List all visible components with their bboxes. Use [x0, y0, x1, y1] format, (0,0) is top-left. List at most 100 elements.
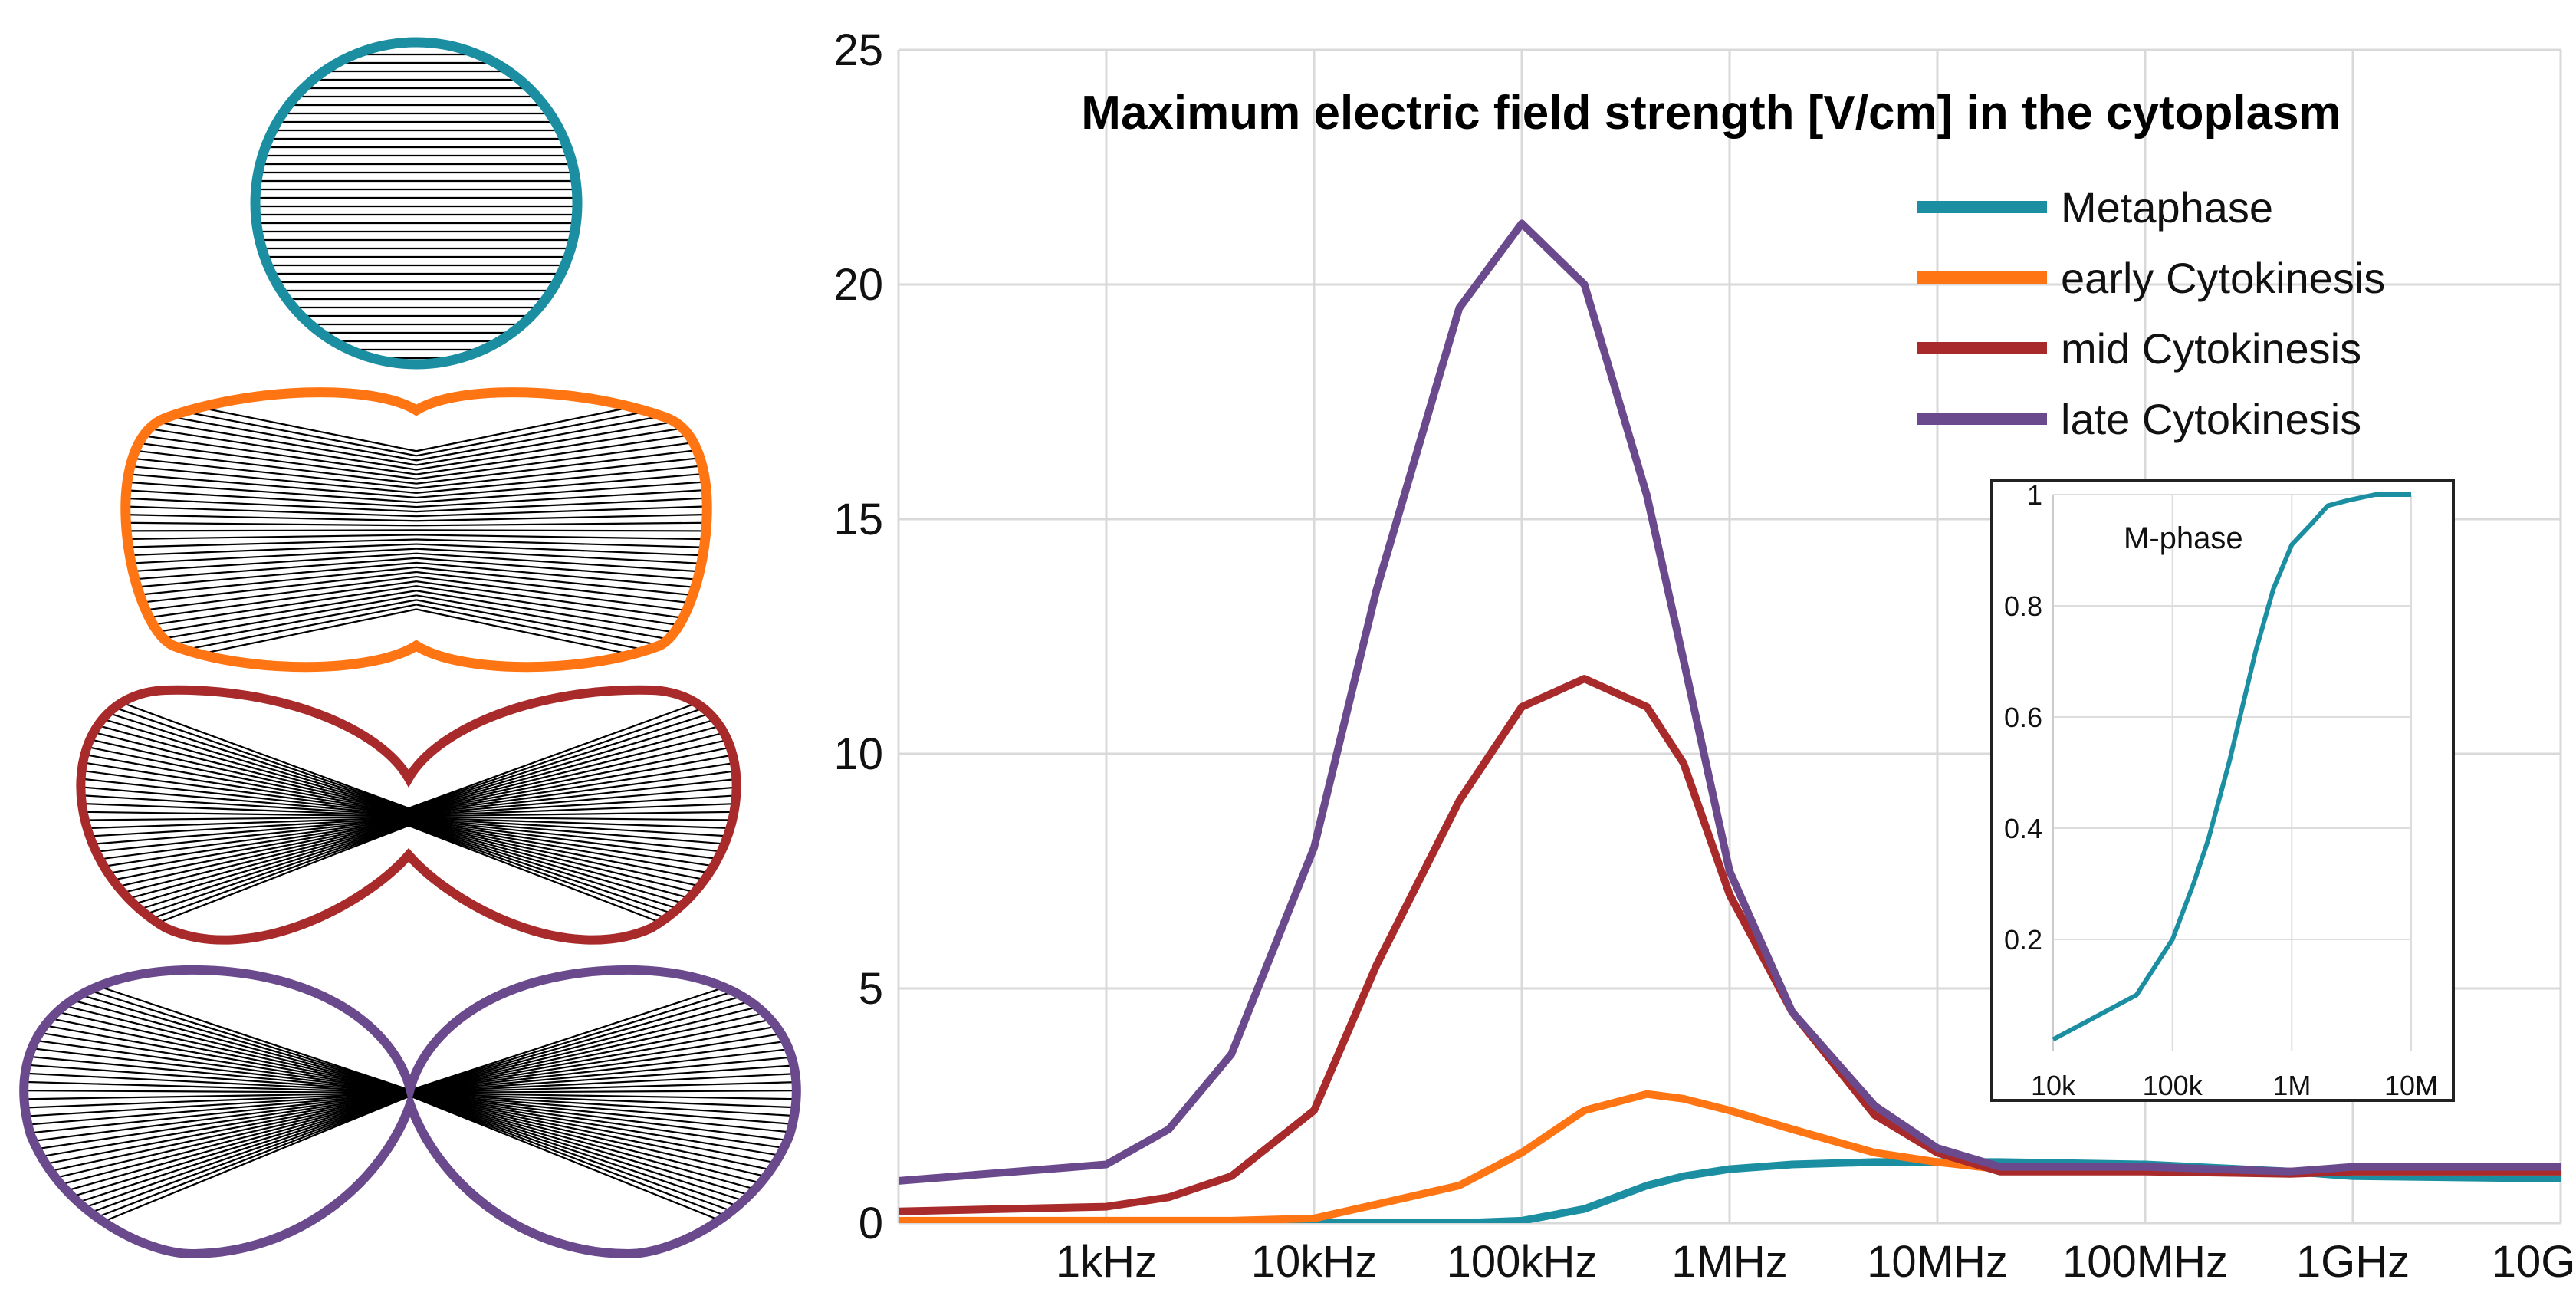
x-tick-label: 1GHz: [2296, 1237, 2410, 1287]
field-line: [416, 534, 708, 541]
field-line: [24, 1054, 411, 1094]
cell-outline: [250, 37, 583, 370]
field-line: [408, 710, 737, 811]
field-line: [416, 575, 708, 617]
x-tick-label: 10MHz: [1867, 1237, 2008, 1287]
field-line: [24, 1092, 411, 1127]
main-chart-series: [899, 219, 2561, 1223]
field-line: [416, 580, 708, 625]
field-line: [24, 1063, 411, 1094]
field-line: [80, 746, 409, 814]
inset-x-tick-label: 1M: [2272, 1070, 2311, 1101]
inset-x-tick-label: 100k: [2143, 1070, 2203, 1101]
field-line: [416, 488, 708, 508]
field-line: [80, 816, 409, 830]
field-line: [125, 538, 417, 549]
field-line: [125, 462, 417, 494]
field-line: [24, 1093, 411, 1153]
field-line: [125, 521, 417, 527]
cell-outline: [76, 685, 741, 945]
field-line: [24, 1093, 411, 1144]
field-line: [409, 1001, 797, 1092]
y-tick-label: 20: [833, 260, 883, 310]
field-line: [125, 566, 417, 600]
field-line: [125, 437, 417, 480]
field-line: [416, 566, 708, 600]
field-line: [416, 561, 708, 591]
field-line: [80, 824, 409, 940]
field-line: [125, 575, 417, 617]
field-line: [409, 969, 797, 1091]
x-tick-label: 10GHz: [2492, 1237, 2576, 1287]
field-line: [80, 729, 409, 813]
field-line: [416, 571, 708, 608]
field-line: [409, 1093, 797, 1153]
field-line: [409, 1010, 797, 1092]
field-line: [125, 571, 417, 608]
y-tick-label: 15: [833, 495, 883, 544]
field-line: [125, 543, 417, 557]
legend-label: Metaphase: [2061, 183, 2273, 232]
cell-early-cytokinesis-illustration: [120, 387, 712, 673]
x-tick-label: 10kHz: [1251, 1237, 1377, 1287]
y-tick-label: 5: [859, 964, 883, 1014]
field-line: [125, 454, 417, 489]
field-line: [24, 1094, 411, 1206]
field-line: [80, 792, 409, 817]
field-line: [24, 1001, 411, 1092]
legend-item: early Cytokinesis: [1917, 254, 2385, 302]
field-line: [24, 1072, 411, 1094]
field-line: [24, 1037, 411, 1093]
field-line: [24, 1094, 411, 1242]
field-line: [409, 1092, 797, 1100]
inset-grid: [2052, 494, 2412, 1051]
field-line: [416, 496, 708, 513]
field-line: [125, 488, 417, 508]
field-line: [408, 822, 737, 931]
y-tick-label: 10: [833, 729, 883, 779]
field-line: [416, 521, 708, 527]
field-line: [24, 1092, 411, 1136]
inset-x-tick-label: 10M: [2384, 1070, 2438, 1101]
field-line: [416, 462, 708, 494]
cell-outline: [120, 387, 712, 673]
field-line: [125, 534, 417, 541]
inset-y-tick-label: 0.4: [2004, 813, 2042, 844]
field-line: [409, 1094, 797, 1242]
field-line: [80, 817, 409, 849]
field-line: [80, 823, 409, 940]
field-line: [408, 824, 737, 940]
field-line: [24, 992, 411, 1092]
field-line: [416, 471, 708, 499]
x-tick-label: 1MHz: [1671, 1237, 1787, 1287]
y-tick-label: 0: [859, 1199, 883, 1248]
field-line: [80, 811, 409, 817]
field-line: [80, 801, 409, 817]
field-line: [416, 454, 708, 489]
field-line: [24, 969, 411, 1091]
field-line: [409, 1092, 797, 1110]
chart-legend: Metaphase early Cytokinesis mid Cytokinesi…: [1917, 183, 2385, 443]
field-line: [24, 969, 411, 1091]
field-line: [80, 817, 409, 840]
field-line: [408, 811, 737, 817]
field-line: [408, 719, 737, 812]
field-line: [24, 1080, 411, 1094]
field-line: [80, 719, 409, 812]
field-line: [408, 746, 737, 814]
inset-y-tick-label: 0.2: [2004, 924, 2042, 955]
inset-y-tick-label: 0.8: [2004, 590, 2042, 622]
field-line: [409, 1092, 797, 1136]
field-line: [409, 1080, 797, 1094]
field-line: [409, 1093, 797, 1171]
field-line: [416, 529, 708, 532]
inset-chart: 0.2 0.4 0.6 0.8 1 10k 100k 1M 10M M-phase: [1990, 479, 2455, 1102]
field-line: [416, 420, 708, 471]
field-line: [24, 1092, 411, 1118]
field-line: [80, 755, 409, 814]
legend-label: late Cytokinesis: [2061, 395, 2361, 443]
field-line: [80, 818, 409, 858]
inset-y-tick-label: 1: [2027, 479, 2042, 511]
x-tick-label: 100kHz: [1447, 1237, 1598, 1287]
